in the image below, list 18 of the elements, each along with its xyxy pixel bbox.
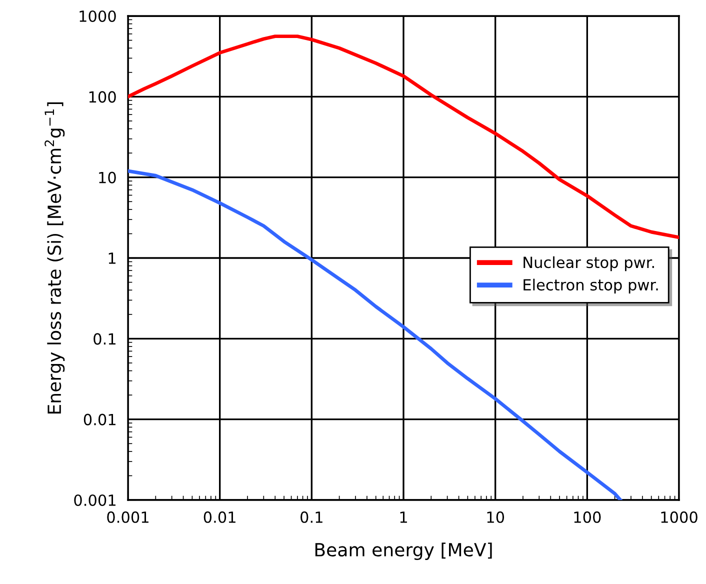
y-tick-label: 1000: [80, 10, 116, 22]
y-tick-label: 10: [99, 172, 116, 184]
x-tick-label: 0.01: [204, 511, 236, 523]
y-tick-label: 0.1: [94, 333, 116, 345]
x-tick-label: 1: [400, 512, 407, 523]
y-tick-label: 0.001: [74, 494, 116, 506]
x-tick-label: 100: [574, 511, 601, 523]
y-axis-title: Energy loss rate (Si) [MeV·cm$^{2}$g$^{−1}$]: [44, 102, 65, 414]
x-tick-label: 0.001: [107, 511, 148, 523]
x-axis-title: Beam energy [MeV]: [315, 542, 492, 560]
y-tick-label: 100: [89, 91, 116, 103]
y-tick-label: 0.01: [84, 414, 116, 426]
x-tick-label: 0.1: [300, 511, 322, 523]
y-tick-label: 1: [108, 252, 116, 264]
x-tick-label: 1000: [661, 511, 698, 523]
x-tick-label: 10: [487, 511, 504, 523]
legend-label: Electron stop pwr.: [524, 278, 658, 294]
legend-label: Nuclear stop pwr.: [524, 256, 654, 272]
